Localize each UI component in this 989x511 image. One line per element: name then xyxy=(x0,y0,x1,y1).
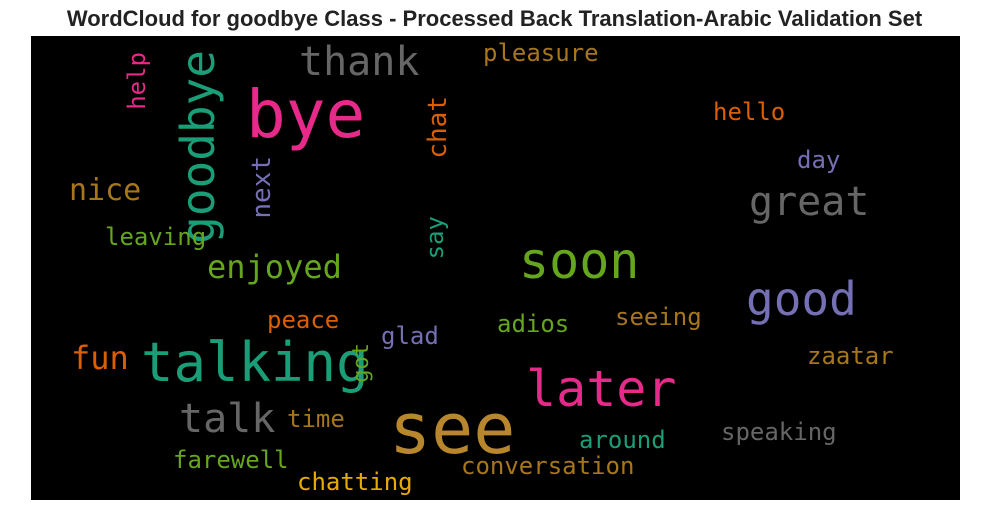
word-chat: chat xyxy=(423,96,453,159)
word-adios: adios xyxy=(497,310,570,338)
word-around: around xyxy=(579,426,666,454)
word-talking: talking xyxy=(141,331,369,394)
word-great: great xyxy=(749,179,870,225)
word-good: good xyxy=(746,272,857,326)
word-conversation: conversation xyxy=(461,452,635,480)
word-day: day xyxy=(797,146,841,174)
word-enjoyed: enjoyed xyxy=(207,248,342,286)
word-time: time xyxy=(287,405,345,433)
word-later: later xyxy=(526,360,677,418)
word-help: help xyxy=(123,52,151,110)
word-cloud: see bye talking later soon goodbye good thank gr… xyxy=(31,36,960,500)
word-zaatar: zaatar xyxy=(807,342,894,370)
word-fun: fun xyxy=(71,339,129,377)
word-thank: thank xyxy=(299,39,420,85)
word-got: got xyxy=(349,343,374,383)
word-leaving: leaving xyxy=(105,223,207,251)
word-seeing: seeing xyxy=(615,303,702,331)
word-bye: bye xyxy=(246,76,366,153)
word-next: next xyxy=(247,156,277,219)
chart-title: WordCloud for goodbye Class - Processed … xyxy=(66,6,923,31)
word-glad: glad xyxy=(381,322,439,350)
word-see: see xyxy=(389,388,516,470)
word-pleasure: pleasure xyxy=(483,39,599,67)
word-nice: nice xyxy=(69,173,142,208)
word-speaking: speaking xyxy=(721,418,837,446)
word-hello: hello xyxy=(713,98,786,126)
word-farewell: farewell xyxy=(173,446,289,474)
word-soon: soon xyxy=(519,232,640,290)
word-say: say xyxy=(421,216,449,260)
word-goodbye: goodbye xyxy=(171,50,225,244)
word-talk: talk xyxy=(179,396,276,442)
word-peace: peace xyxy=(267,306,340,334)
word-chatting: chatting xyxy=(297,468,413,496)
